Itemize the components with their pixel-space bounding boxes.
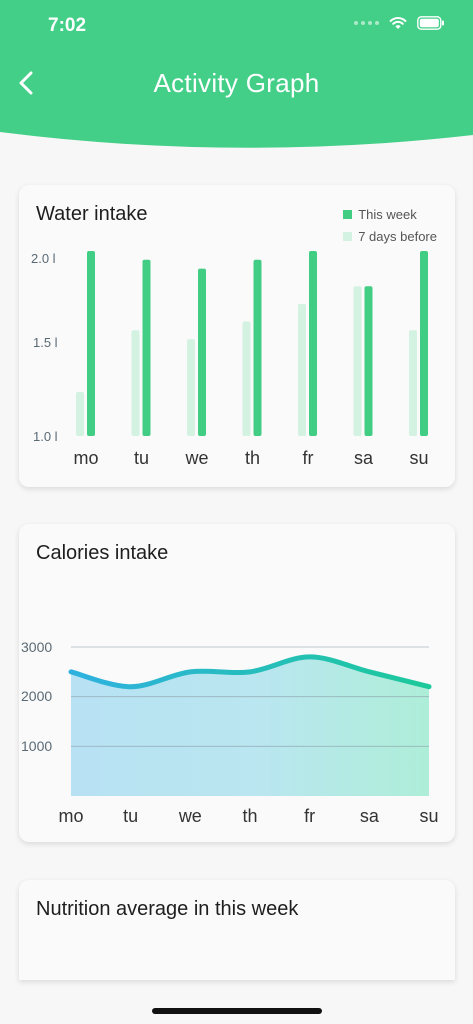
bar-this-week-th xyxy=(253,259,262,436)
legend-swatch-before xyxy=(343,231,353,241)
bar-before-mo xyxy=(76,391,84,436)
bar-this-week-sa xyxy=(364,286,373,436)
water-legend: This week 7 days before xyxy=(343,203,437,247)
calories-intake-card: Calories intake 3000 2000 1000 mo tu we th f… xyxy=(19,524,455,842)
x-tick-label-tu: tu xyxy=(123,806,138,826)
wifi-icon xyxy=(389,17,407,29)
x-tick-label-th: th xyxy=(245,448,260,468)
legend-before-label: 7 days before xyxy=(358,228,437,244)
legend-this-week-label: This week xyxy=(358,206,417,222)
x-tick-label-we: we xyxy=(178,806,202,826)
calories-intake-chart: 3000 2000 1000 mo tu we th fr sa su xyxy=(21,639,439,826)
y-tick-label: 1.5 l xyxy=(33,335,58,350)
x-tick-label-fr: fr xyxy=(303,448,314,468)
x-tick-label-mo: mo xyxy=(58,806,83,826)
y-tick-label: 1000 xyxy=(21,738,52,754)
x-tick-label-th: th xyxy=(242,806,257,826)
bar-this-week-we xyxy=(198,268,206,436)
chevron-left-icon xyxy=(19,71,33,95)
y-tick-label: 2000 xyxy=(21,688,52,704)
nutrition-card: Nutrition average in this week xyxy=(19,880,455,980)
page-title: Activity Graph xyxy=(153,68,320,98)
legend-this-week: This week xyxy=(343,203,437,225)
x-tick-label-sa: sa xyxy=(360,806,380,826)
y-tick-label: 3000 xyxy=(21,639,52,655)
water-intake-title: Water intake xyxy=(36,203,148,225)
x-tick-label-su: su xyxy=(419,806,438,826)
x-tick-label-mo: mo xyxy=(73,448,98,468)
y-tick-label: 2.0 l xyxy=(31,251,56,266)
y-tick-label: 1.0 l xyxy=(33,429,58,444)
water-intake-card: Water intake This week 7 days before 2.0… xyxy=(19,185,455,487)
nutrition-title: Nutrition average in this week xyxy=(36,898,299,920)
header-background xyxy=(0,0,473,148)
bar-this-week-su xyxy=(420,251,428,436)
bar-before-tu xyxy=(131,330,140,436)
legend-swatch-this-week xyxy=(343,209,353,219)
x-tick-label-sa: sa xyxy=(354,448,374,468)
legend-before: 7 days before xyxy=(343,225,437,247)
calories-area xyxy=(71,656,429,796)
bar-before-th xyxy=(242,321,251,436)
bar-this-week-fr xyxy=(309,251,317,436)
calories-line xyxy=(68,654,432,690)
signal-icon xyxy=(354,21,379,25)
bar-this-week-mo xyxy=(87,251,95,436)
x-tick-label-tu: tu xyxy=(134,448,149,468)
bar-this-week-tu xyxy=(142,259,151,436)
bar-before-su xyxy=(409,330,417,436)
x-tick-label-su: su xyxy=(409,448,428,468)
bar-before-fr xyxy=(298,303,306,436)
battery-icon xyxy=(417,16,444,30)
x-tick-label-fr: fr xyxy=(304,806,315,826)
back-button[interactable] xyxy=(14,66,38,100)
calories-intake-title: Calories intake xyxy=(36,542,169,564)
status-icons xyxy=(354,16,445,30)
bar-before-we xyxy=(187,339,195,436)
x-tick-label-we: we xyxy=(184,448,208,468)
water-intake-chart: 2.0 l 1.5 l 1.0 l mo tu we th fr sa su xyxy=(31,251,429,468)
bar-before-sa xyxy=(353,286,362,436)
status-time: 7:02 xyxy=(48,15,87,36)
home-indicator[interactable] xyxy=(152,1008,322,1014)
